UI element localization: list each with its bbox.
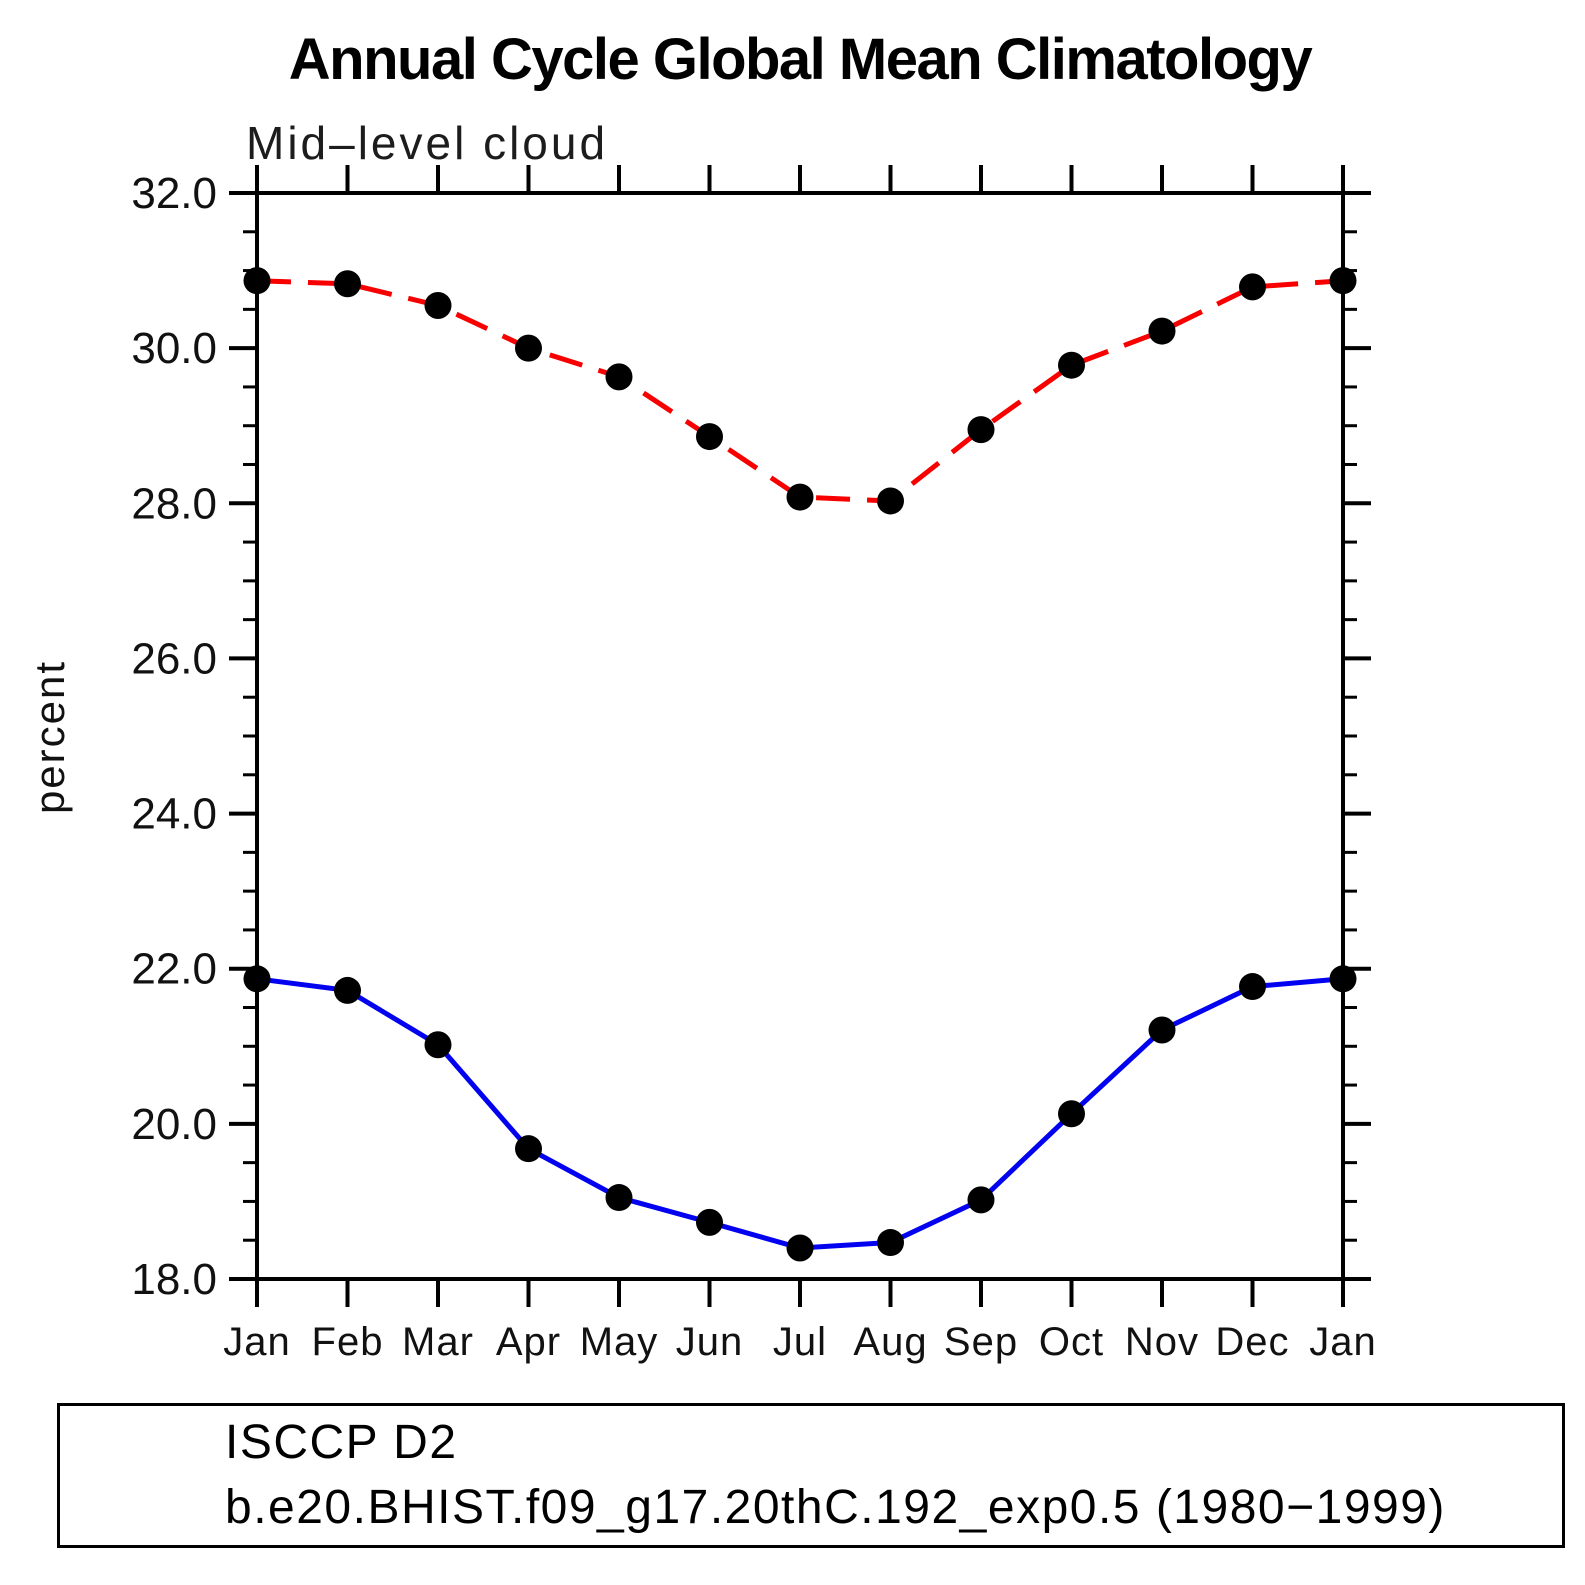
data-point-marker <box>605 363 633 391</box>
data-point-marker <box>696 423 723 451</box>
series-line-0 <box>256 976 1344 1251</box>
x-axis-tick-label: Jul <box>773 1320 827 1364</box>
y-axis-tick-label: 22.0 <box>131 945 217 994</box>
data-point-marker <box>334 976 361 1004</box>
y-axis-tick-label: 32.0 <box>131 169 217 218</box>
series-line-1 <box>256 278 1344 504</box>
data-point-marker <box>515 1135 542 1163</box>
chart-subtitle: Mid–level cloud <box>246 117 609 169</box>
data-point-marker <box>515 334 542 362</box>
data-point-marker <box>1239 273 1266 301</box>
x-axis-tick-label: Apr <box>496 1320 561 1364</box>
data-point-marker <box>1239 973 1266 1001</box>
data-point-marker <box>424 1031 452 1059</box>
data-point-marker <box>1148 1016 1176 1044</box>
y-axis-tick-label: 26.0 <box>131 634 217 683</box>
x-axis-tick-label: Jan <box>1309 1320 1377 1364</box>
plot-border <box>255 191 1345 1281</box>
data-point-marker <box>334 270 361 298</box>
x-axis-tick-label: Sep <box>944 1320 1018 1364</box>
data-point-marker <box>877 487 904 515</box>
data-point-marker <box>696 1208 723 1236</box>
legend-box <box>57 1403 1565 1548</box>
data-point-marker <box>605 1184 633 1212</box>
data-point-marker <box>786 1234 814 1262</box>
y-axis-tick-label: 30.0 <box>131 324 217 373</box>
x-axis-tick-label: Feb <box>312 1320 384 1364</box>
data-point-marker <box>243 267 271 295</box>
data-point-marker <box>786 483 814 511</box>
data-point-marker <box>967 1186 995 1214</box>
x-axis-tick-label: Oct <box>1039 1320 1104 1364</box>
y-axis-tick-label: 24.0 <box>131 790 217 839</box>
x-axis-tick-label: Jan <box>223 1320 291 1364</box>
data-point-marker <box>1058 351 1085 379</box>
data-point-marker <box>243 965 271 993</box>
data-point-marker <box>424 291 452 319</box>
y-axis-tick-label: 20.0 <box>131 1100 217 1149</box>
y-axis-tick-label: 28.0 <box>131 479 217 528</box>
chart-title: Annual Cycle Global Mean Climatology <box>288 27 1313 92</box>
x-axis-tick-label: May <box>580 1320 659 1364</box>
data-point-marker <box>967 416 995 444</box>
x-axis-tick-label: Nov <box>1125 1320 1199 1364</box>
legend-label-isccp-d2: ISCCP D2 <box>225 1416 458 1469</box>
x-axis-tick-label: Dec <box>1215 1320 1289 1364</box>
x-axis-tick-label: Aug <box>853 1320 927 1364</box>
x-axis-tick-label: Mar <box>402 1320 474 1364</box>
data-point-marker <box>1329 965 1357 993</box>
data-point-marker <box>877 1229 904 1257</box>
data-point-marker <box>1148 317 1176 345</box>
data-point-marker <box>1329 267 1357 295</box>
legend-label-model-run: b.e20.BHIST.f09_g17.20thC.192_exp0.5 (19… <box>225 1481 1446 1534</box>
x-axis-tick-label: Jun <box>676 1320 744 1364</box>
data-point-marker <box>1058 1100 1085 1128</box>
y-axis-tick-label: 18.0 <box>131 1255 217 1304</box>
